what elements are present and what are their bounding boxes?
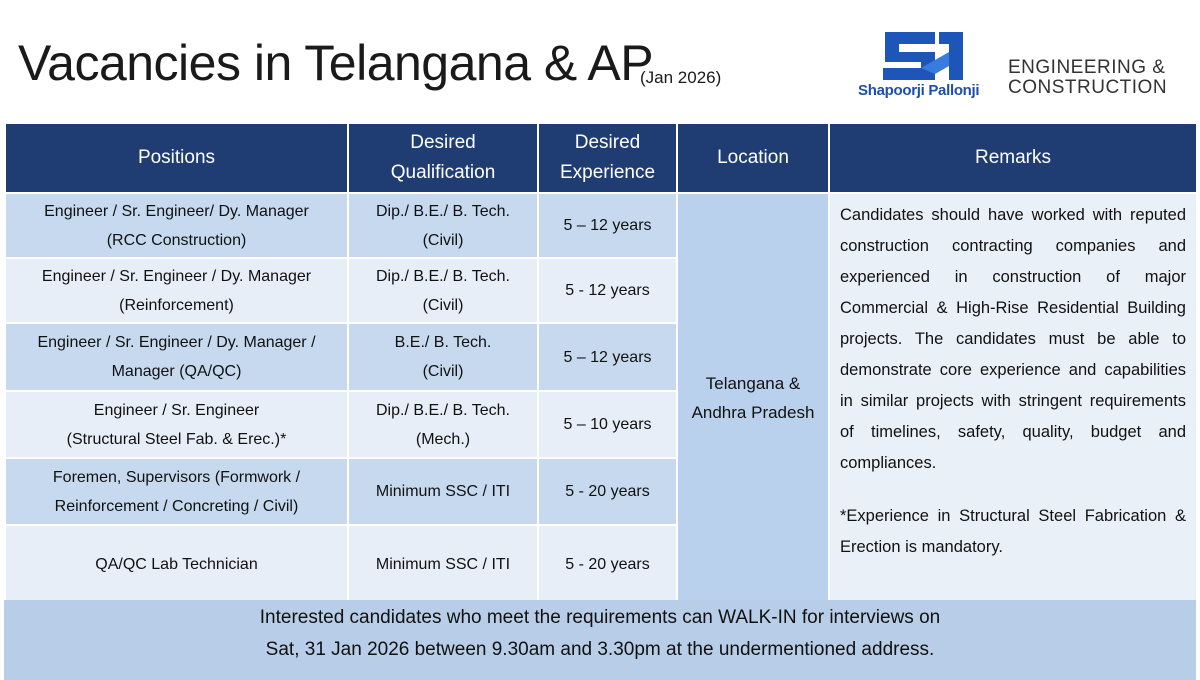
footer-line: Sat, 31 Jan 2026 between 9.30am and 3.30…: [265, 639, 935, 660]
header-line: Location: [717, 147, 789, 168]
position-line: Foremen, Supervisors (Formwork /: [52, 468, 301, 486]
column-header: Location: [676, 122, 830, 194]
division-line: CONSTRUCTION: [1008, 77, 1168, 98]
table-row: Engineer / Sr. Engineer (Structural Steel…: [4, 390, 1197, 459]
table-row: Engineer / Sr. Engineer / Dy. Manager (Re…: [4, 257, 1197, 324]
header-row: Positions Desired Qualification Desired Expe…: [4, 122, 1198, 194]
position-line: Reinforcement / Concreting / Civil): [54, 497, 299, 515]
qualification-line: Minimum SSC / ITI: [375, 483, 511, 500]
header-line: Positions: [137, 147, 216, 168]
position-line: Engineer / Sr. Engineer: [93, 401, 260, 419]
experience-cell: 5 - 20 years: [537, 524, 678, 604]
header-line: Desired: [410, 132, 476, 153]
qualification-line: (Civil): [422, 363, 464, 380]
qualification-line: (Civil): [422, 231, 464, 249]
footer: Interested candidates who meet the requi…: [4, 600, 1196, 680]
qualification-line: Dip./ B.E./ B. Tech.: [376, 202, 510, 220]
footer-line: Interested candidates who meet the requi…: [259, 607, 941, 628]
qualification-cell: Dip./ B.E./ B. Tech. (Civil): [347, 257, 539, 324]
column-header: Desired Experience: [537, 122, 678, 194]
qualification-line: Minimum SSC / ITI: [375, 555, 511, 573]
table-row: Engineer / Sr. Engineer/ Dy. Manager (RCC…: [4, 192, 1198, 604]
position-cell: Engineer / Sr. Engineer/ Dy. Manager (RCC…: [4, 192, 349, 259]
title: Vacancies in Telangana & AP: [18, 35, 654, 91]
table-row: Engineer / Sr. Engineer / Dy. Manager / M…: [4, 322, 1197, 392]
qualification-line: Dip./ B.E./ B. Tech.: [376, 401, 510, 419]
logo: [883, 32, 963, 80]
experience-cell: 5 - 20 years: [537, 457, 678, 526]
position-cell: QA/QC Lab Technician: [4, 524, 349, 604]
header-line: Remarks: [974, 147, 1051, 168]
qualification-line: B.E./ B. Tech.: [394, 334, 492, 351]
location-line: Telangana &: [705, 374, 801, 393]
location-cell: Telangana & Andhra Pradesh: [676, 192, 830, 604]
qualification-cell: Minimum SSC / ITI: [347, 524, 539, 604]
experience-cell: 5 - 12 years: [537, 257, 678, 324]
position-cell: Engineer / Sr. Engineer (Structural Steel…: [4, 390, 349, 459]
position-line: Engineer / Sr. Engineer / Dy. Manager /: [37, 334, 316, 351]
qualification-cell: Dip./ B.E./ B. Tech. (Mech.): [347, 390, 539, 459]
qualification-cell: B.E./ B. Tech. (Civil): [347, 322, 539, 392]
position-line: Manager (QA/QC): [111, 363, 242, 380]
position-cell: Foremen, Supervisors (Formwork / Reinforc…: [4, 457, 349, 526]
qualification-cell: Minimum SSC / ITI: [347, 457, 539, 526]
table-row: Foremen, Supervisors (Formwork / Reinforc…: [4, 457, 1197, 526]
division: ENGINEERING & CONSTRUCTION: [1008, 58, 1167, 98]
location-line: Andhra Pradesh: [691, 403, 815, 422]
column-header: Desired Qualification: [347, 122, 539, 194]
subtitle: (Jan 2026): [640, 68, 722, 87]
position-line: (Structural Steel Fab. & Erec.)*: [66, 430, 287, 448]
logo-name: Shapoorji Pallonji: [858, 82, 980, 99]
column-header: Positions: [4, 122, 349, 194]
column-header: Remarks: [828, 122, 1198, 194]
position-line: Engineer / Sr. Engineer/ Dy. Manager: [44, 202, 309, 220]
division-line: ENGINEERING &: [1008, 57, 1166, 78]
vacancy-table: Positions Desired Qualification Desired Expe…: [4, 122, 1198, 604]
remarks-cell: Candidates should have worked with reput…: [828, 192, 1198, 604]
experience-cell: 5 – 10 years: [537, 390, 678, 459]
position-line: Engineer / Sr. Engineer / Dy. Manager: [41, 267, 312, 285]
header-line: Experience: [559, 162, 656, 183]
header-line: Desired: [574, 132, 641, 153]
position-line: (RCC Construction): [106, 231, 247, 249]
header-line: Qualification: [390, 162, 496, 183]
experience-cell: 5 – 12 years: [537, 322, 678, 392]
table-row: QA/QC Lab Technician Minimum SSC / ITI 5 -…: [4, 524, 1197, 604]
qualification-cell: Dip./ B.E./ B. Tech. (Civil): [347, 192, 539, 259]
remarks-text: Candidates should have worked with reput…: [840, 206, 1186, 472]
position-cell: Engineer / Sr. Engineer / Dy. Manager (Re…: [4, 257, 349, 324]
qualification-line: Dip./ B.E./ B. Tech.: [376, 267, 510, 285]
position-line: (Reinforcement): [119, 296, 234, 314]
position-line: QA/QC Lab Technician: [95, 555, 258, 573]
qualification-line: (Civil): [422, 296, 464, 314]
position-cell: Engineer / Sr. Engineer / Dy. Manager / M…: [4, 322, 349, 392]
qualification-line: (Mech.): [415, 430, 471, 448]
remarks-note: *Experience in Structural Steel Fabricat…: [840, 507, 1186, 556]
experience-cell: 5 – 12 years: [537, 192, 678, 259]
